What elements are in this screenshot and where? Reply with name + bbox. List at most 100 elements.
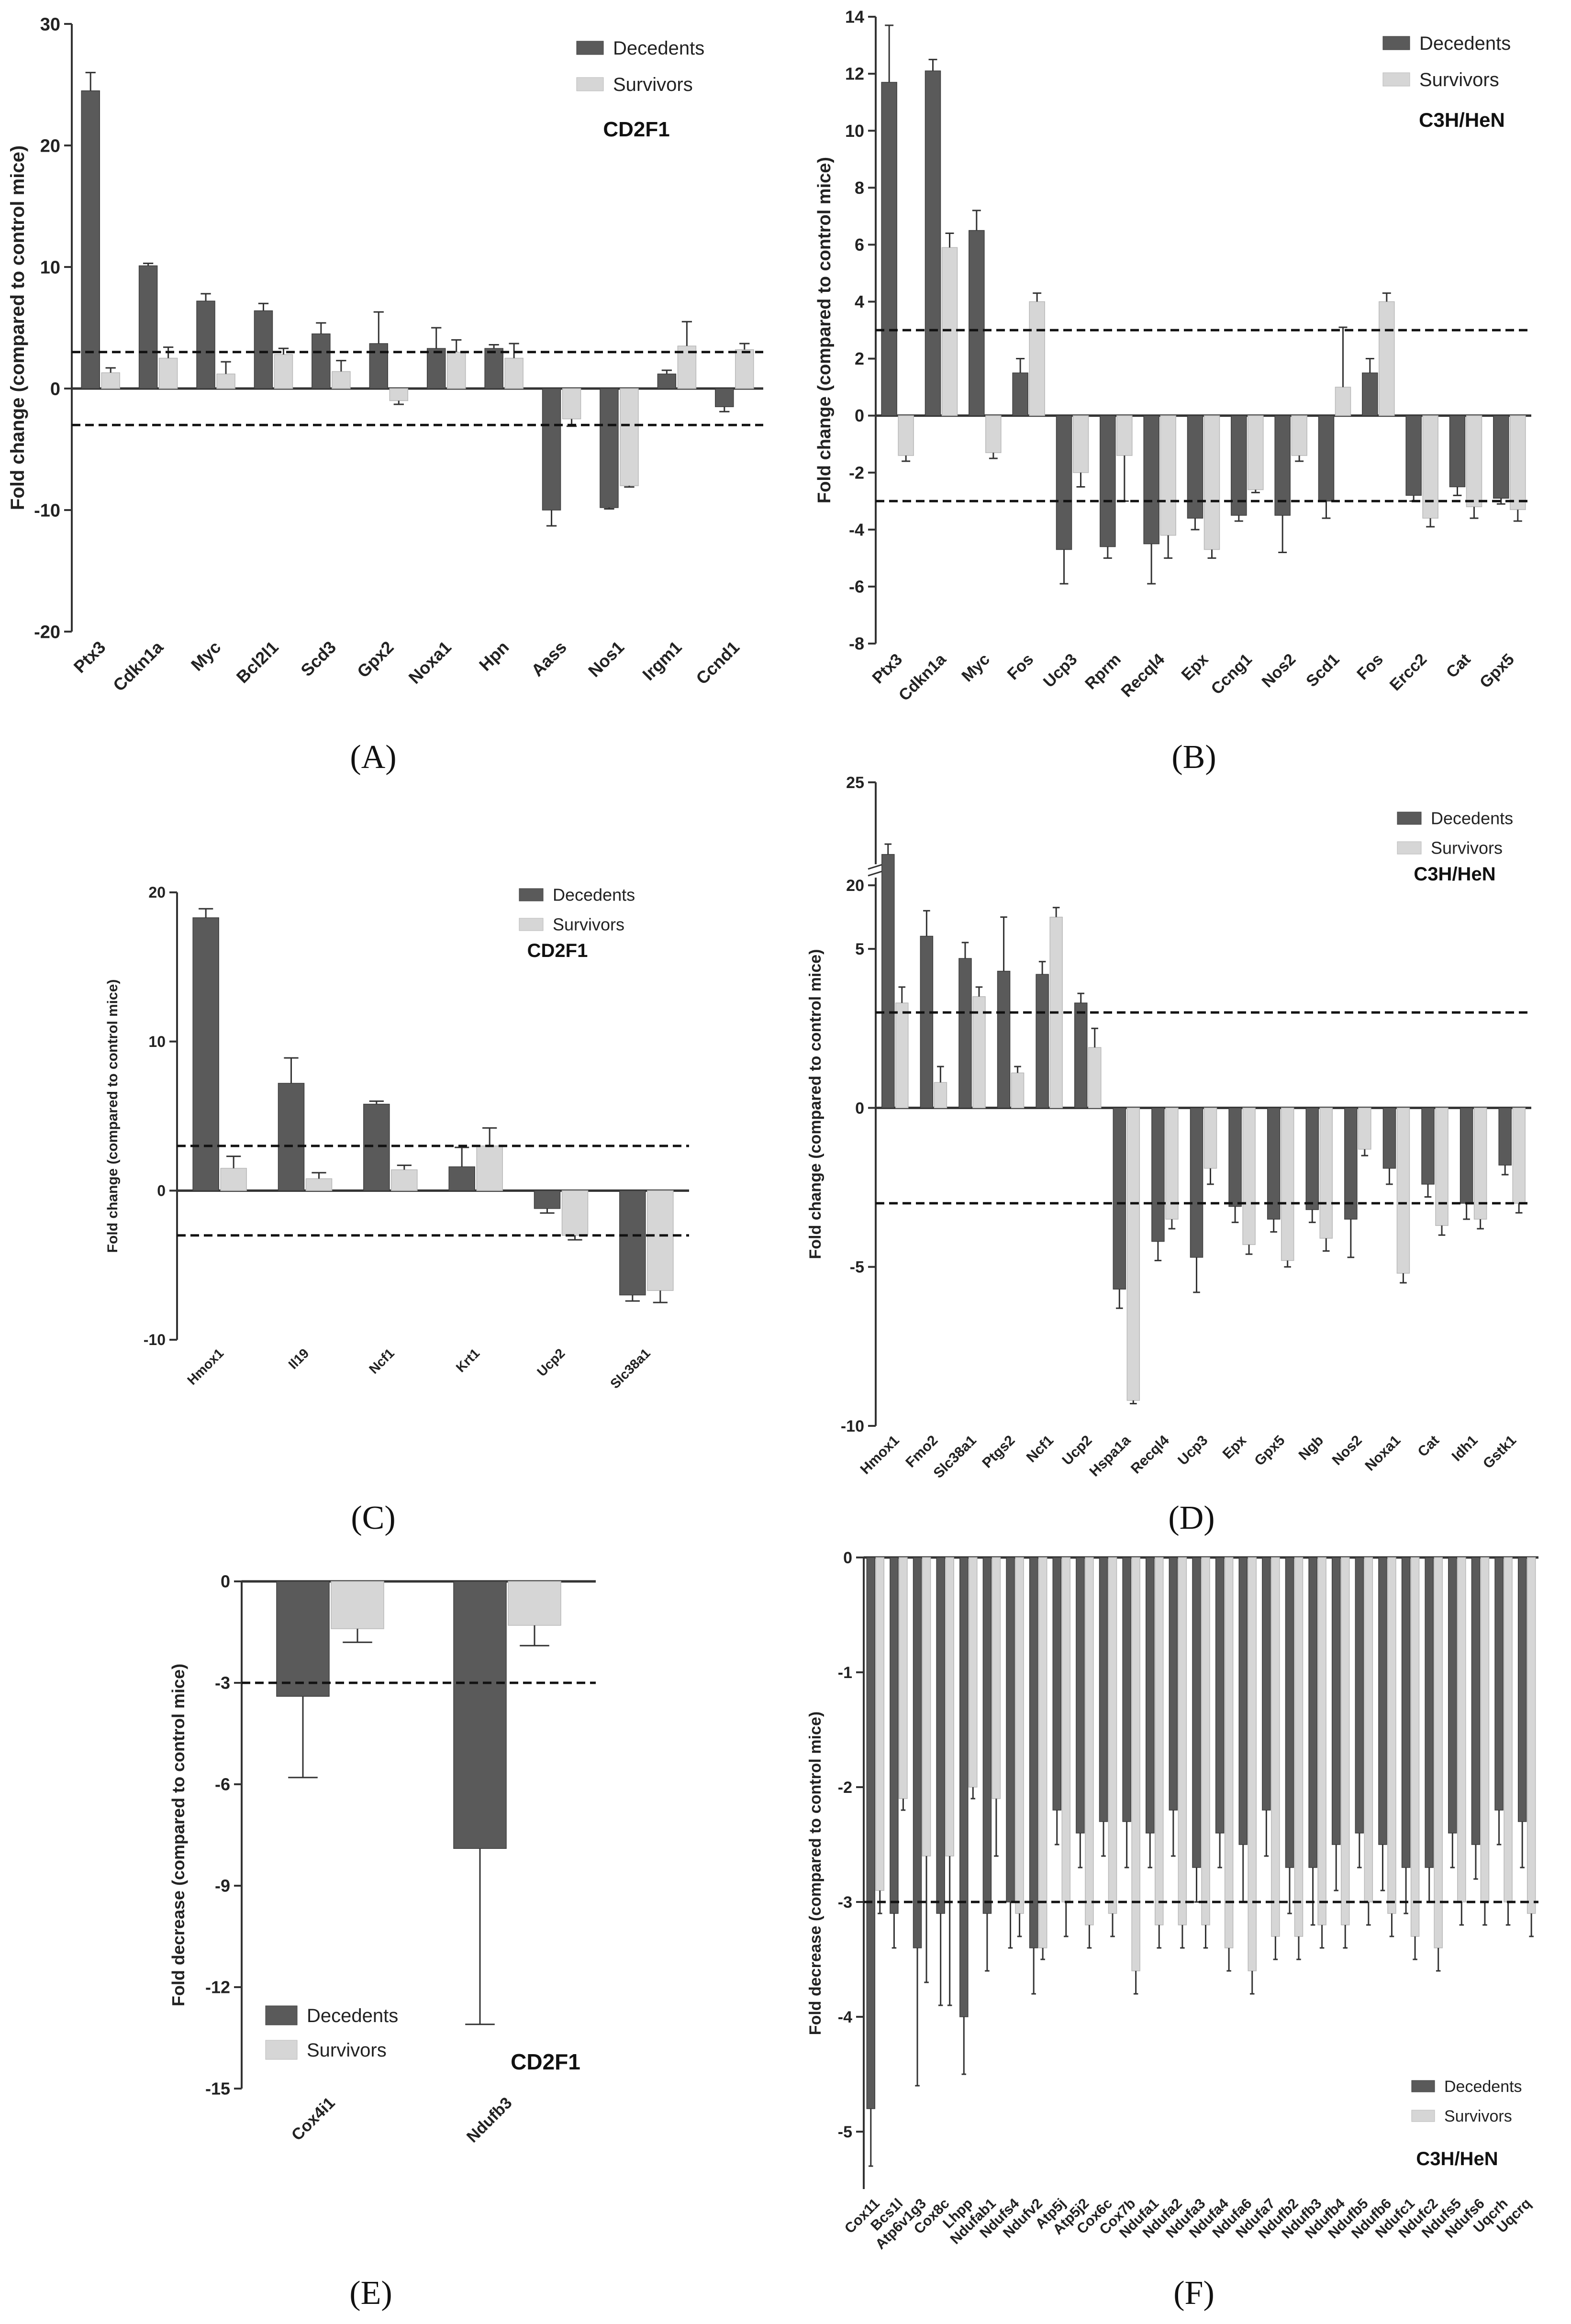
survivors-bar-B	[1029, 301, 1045, 416]
survivors-bar-F	[1387, 1557, 1396, 1914]
decedents-bar-B	[1449, 415, 1466, 488]
survivors-bar-B	[1466, 415, 1482, 507]
decedents-bar-D	[1228, 1107, 1242, 1207]
x-category-label-B: Ptx3	[869, 650, 906, 688]
x-category-label-C: Hmox1	[184, 1345, 226, 1388]
decedents-bar-B	[1100, 415, 1116, 547]
y-tick-label-B: 10	[845, 121, 864, 141]
survivors-bar-D	[934, 1082, 947, 1109]
decedents-bar-D	[1190, 1107, 1203, 1258]
y-tick-label-E: 0	[221, 1572, 230, 1591]
survivors-bar-A	[504, 357, 524, 389]
legend-label-survivors: Survivors	[307, 2040, 387, 2061]
survivors-bar-F	[1038, 1557, 1047, 1948]
y-tick-label-B: -6	[849, 577, 864, 597]
decedents-bar-A	[715, 388, 734, 407]
x-category-label-B: Nos2	[1259, 650, 1300, 691]
decedents-bar-F	[982, 1557, 992, 1914]
legend-swatch-survivors	[1382, 72, 1410, 87]
x-category-label-A: Aass	[527, 637, 570, 680]
survivors-bar-E	[508, 1581, 561, 1626]
survivors-bar-F	[1340, 1557, 1350, 1925]
survivors-bar-B	[1248, 415, 1264, 490]
x-category-label-D: Hspa1a	[1086, 1432, 1134, 1479]
decedents-bar-F	[1285, 1557, 1294, 1868]
y-tick-label-B: 0	[855, 406, 864, 425]
survivors-bar-F	[1061, 1557, 1071, 1902]
y-tick-label-B: 2	[855, 349, 864, 368]
survivors-bar-D	[1319, 1107, 1333, 1239]
decedents-bar-F	[1052, 1557, 1062, 1811]
decedents-bar-C	[448, 1166, 475, 1191]
decedents-bar-F	[1169, 1557, 1178, 1811]
decedents-bar-D	[1074, 1002, 1088, 1109]
legend-label-survivors: Survivors	[1444, 2107, 1512, 2125]
survivors-bar-D	[1011, 1072, 1025, 1109]
decedents-bar-D	[1498, 1107, 1512, 1166]
x-category-label-D: Epx	[1220, 1432, 1249, 1462]
survivors-bar-D	[1242, 1107, 1256, 1245]
decedents-bar-F	[1471, 1557, 1481, 1845]
x-category-label-D: Slc38a1	[931, 1433, 980, 1481]
x-category-label-D: Nos2	[1329, 1433, 1365, 1468]
chart-panel-B: -8 -6 -4 -2 0 2 4 6 8 10 12 14 Fold change (compared…	[814, 7, 1531, 776]
legend-label-decedents: Decedents	[613, 38, 704, 59]
survivors-bar-C	[561, 1190, 589, 1236]
panel-label-A: (A)	[350, 739, 396, 776]
y-axis-label-C: Fold change (compared to control mice)	[105, 979, 121, 1253]
panel-label-F: (F)	[1173, 2275, 1214, 2312]
x-category-label-A: Ptx3	[70, 637, 110, 677]
survivors-bar-B	[1291, 415, 1307, 456]
decedents-bar-A	[426, 348, 446, 389]
decedents-bar-F	[1494, 1557, 1504, 1811]
decedents-bar-B	[1012, 372, 1028, 416]
strain-title-E: CD2F1	[511, 2049, 580, 2074]
legend-swatch-survivors	[1397, 841, 1422, 855]
x-category-label-B: Cat	[1443, 650, 1474, 682]
survivors-bar-B	[1072, 415, 1089, 473]
x-category-label-D: Ucp2	[1059, 1433, 1095, 1468]
strain-title-F: C3H/HeN	[1416, 2148, 1498, 2169]
y-tick-label-D: -5	[850, 1258, 864, 1277]
decedents-bar-F	[1308, 1557, 1317, 1868]
survivors-bar-F	[1457, 1557, 1466, 1902]
survivors-bar-C	[476, 1145, 503, 1191]
survivors-bar-B	[1160, 415, 1176, 536]
survivors-bar-F	[1317, 1557, 1326, 1925]
x-category-label-B: Fos	[1004, 650, 1037, 684]
x-category-label-D: Gstk1	[1480, 1433, 1519, 1472]
x-category-label-D: Ucp3	[1175, 1433, 1211, 1468]
y-tick-label-C: 20	[148, 884, 166, 901]
decedents-bar-B	[1274, 415, 1291, 516]
y-axis-label-A: Fold change (compared to control mice)	[7, 145, 28, 510]
decedents-bar-F	[1378, 1557, 1387, 1845]
chart-panel-A: -20 -10 0 10 20 30 Fold change (compared to co…	[7, 14, 763, 776]
decedents-bar-E	[276, 1581, 330, 1697]
x-category-label-D: Idh1	[1449, 1433, 1481, 1465]
legend-label-decedents: Decedents	[553, 885, 635, 905]
chart-panel-E: -15 -12 -9 -6 -3 0 Fold decrease (compared to …	[168, 1572, 596, 2312]
survivors-bar-D	[1435, 1107, 1448, 1226]
decedents-bar-D	[1460, 1107, 1473, 1204]
legend-label-decedents: Decedents	[307, 2005, 398, 2026]
decedents-bar-A	[254, 310, 273, 389]
y-tick-label-F: 0	[843, 1549, 852, 1567]
y-tick-label-B: 4	[855, 292, 864, 311]
legend-label-decedents: Decedents	[1431, 809, 1513, 828]
decedents-bar-F	[1076, 1557, 1085, 1834]
decedents-bar-F	[1262, 1557, 1271, 1811]
legend-swatch-survivors	[265, 2040, 298, 2060]
survivors-bar-F	[1504, 1557, 1513, 1902]
y-tick-label-E: -12	[205, 1978, 230, 1997]
y-tick-label-A: -10	[34, 500, 60, 521]
survivors-bar-D	[1396, 1107, 1410, 1274]
y-tick-label-B: 12	[845, 64, 864, 84]
y-tick-label-C: 0	[157, 1182, 166, 1200]
x-category-label-A: Ccnd1	[692, 637, 743, 689]
decedents-bar-B	[1187, 415, 1203, 519]
legend-swatch-decedents	[1382, 36, 1410, 50]
survivors-bar-B	[1379, 301, 1395, 416]
decedents-bar-F	[959, 1557, 969, 2017]
decedents-bar-A	[542, 388, 561, 511]
